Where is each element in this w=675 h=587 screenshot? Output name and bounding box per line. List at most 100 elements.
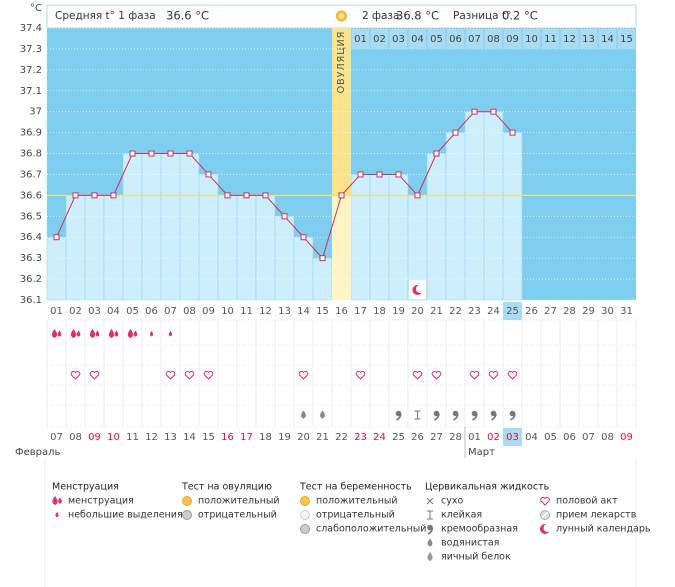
day-label: 31 <box>620 306 633 317</box>
icon-drop-gray <box>301 410 306 419</box>
comma-tail <box>472 413 478 421</box>
day-label: 21 <box>430 306 443 317</box>
bar <box>122 153 143 301</box>
icon-sun <box>182 496 192 506</box>
temperature-marker <box>357 171 364 178</box>
phase2-cell <box>389 29 408 49</box>
heart <box>488 370 499 380</box>
phase2-day: 04 <box>411 34 424 45</box>
drop <box>95 330 100 337</box>
date-label: 24 <box>373 432 386 443</box>
day-label: 10 <box>221 306 234 317</box>
temperature-marker <box>509 129 516 136</box>
heart <box>412 370 423 380</box>
date-label: 10 <box>107 432 120 443</box>
day-label: 28 <box>563 306 576 317</box>
legend-label: слабоположительный <box>316 524 426 535</box>
phase2-day: 05 <box>430 34 443 45</box>
drop <box>149 331 154 337</box>
day-label: 12 <box>259 306 272 317</box>
date-label: 28 <box>449 432 462 443</box>
drop <box>320 410 325 419</box>
icon-comma <box>490 410 497 421</box>
date-label: 04 <box>525 432 538 443</box>
icon-drop-light <box>168 331 173 337</box>
phase2-cell <box>598 29 617 49</box>
phase2-cell <box>484 29 503 49</box>
bar <box>236 195 257 301</box>
legend-label: менструация <box>68 496 134 507</box>
phase1-label: Средняя t° 1 фаза <box>55 10 156 22</box>
drop <box>58 497 62 504</box>
heart <box>184 370 195 380</box>
temperature-marker <box>452 129 459 136</box>
drop <box>76 330 81 337</box>
legend-label: отрицательный <box>316 510 395 521</box>
icon-sticky <box>427 510 433 520</box>
date-label: 23 <box>354 432 367 443</box>
sticky <box>414 410 421 420</box>
date-label: 12 <box>145 432 158 443</box>
icon-drop-heavy <box>89 329 100 338</box>
drop <box>55 512 59 518</box>
phase2-day: 09 <box>506 34 519 45</box>
sun <box>182 496 192 506</box>
heart <box>507 370 518 380</box>
y-tick-label: 37 <box>29 107 42 118</box>
icon-sun <box>300 496 310 506</box>
drop <box>114 330 119 337</box>
phase2-cell <box>522 29 541 49</box>
comma-tail <box>453 413 459 421</box>
icon-drop-heavy <box>52 496 62 505</box>
icon-drop-light <box>149 331 154 337</box>
date-label: 27 <box>430 432 443 443</box>
drop <box>108 329 115 338</box>
legend-label: небольшие выделения <box>68 510 183 521</box>
phase2-cell <box>446 29 465 49</box>
date-label: 02 <box>487 432 500 443</box>
day-label: 15 <box>316 306 329 317</box>
date-label: 03 <box>506 432 519 443</box>
y-tick-label: 36.7 <box>20 169 42 180</box>
y-tick-label: 36.9 <box>20 128 42 139</box>
day-label: 20 <box>411 306 424 317</box>
bar <box>160 153 181 301</box>
ovulation-label: ОВУЛЯЦИЯ <box>336 31 347 94</box>
bar <box>141 153 162 301</box>
day-label: 08 <box>183 306 196 317</box>
day-label: 25 <box>506 306 519 317</box>
legend-label: положительный <box>198 496 280 507</box>
bar <box>293 236 314 301</box>
legend-title: Тест на овуляцию <box>181 482 272 493</box>
icon-drop-heavy <box>108 329 119 338</box>
legend-title: Менструация <box>52 482 119 493</box>
circle <box>182 510 192 520</box>
day-label: 29 <box>582 306 595 317</box>
heart <box>431 370 442 380</box>
icon-comma <box>509 410 516 421</box>
circle <box>300 524 310 534</box>
temperature-marker <box>186 150 193 157</box>
date-label: 11 <box>126 432 139 443</box>
temperature-marker <box>338 192 345 199</box>
icon-drop-gray <box>320 410 325 419</box>
phase2-day: 02 <box>373 34 386 45</box>
comma-head <box>452 410 459 417</box>
temperature-marker <box>243 192 250 199</box>
phase2-day: 13 <box>582 34 595 45</box>
phase2-value: 36.8 °C <box>396 9 439 23</box>
temperature-marker <box>376 171 383 178</box>
day-label: 23 <box>468 306 481 317</box>
phase2-cell <box>351 29 370 49</box>
bar <box>179 153 200 301</box>
heart <box>469 370 480 380</box>
y-tick-label: 37.1 <box>20 86 42 97</box>
icon-heart <box>70 370 81 380</box>
icon-heart <box>165 370 176 380</box>
y-tick-label: 36.6 <box>20 190 42 201</box>
y-tick-label: 36.4 <box>20 232 42 243</box>
icon-drop-heavy <box>70 329 81 338</box>
day-label: 19 <box>392 306 405 317</box>
phase2-day: 03 <box>392 34 405 45</box>
phase2-cell <box>503 29 522 49</box>
